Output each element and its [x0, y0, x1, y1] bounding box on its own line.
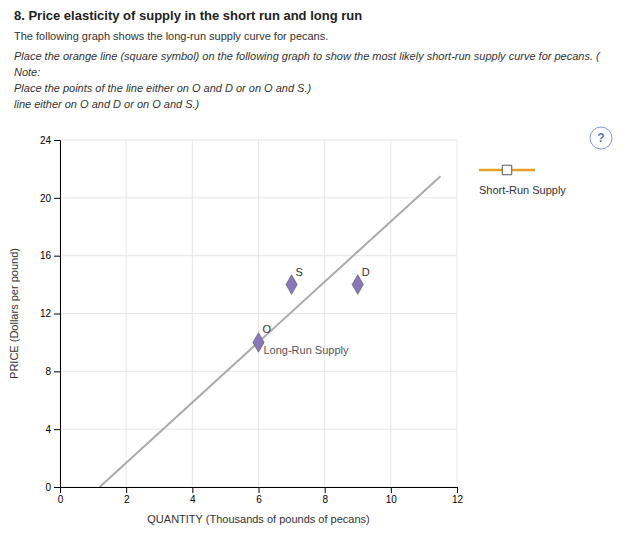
tick-label: 8 [45, 366, 51, 377]
grid-line [60, 255, 457, 256]
tick: 24 [40, 135, 60, 146]
point-label: O [263, 323, 272, 335]
tick-mark [391, 487, 392, 493]
tick: 0 [45, 482, 60, 493]
y-axis: 0 4 8 12 16 20 24 [40, 135, 61, 493]
tick: 8 [322, 487, 328, 505]
tick-mark [126, 487, 127, 493]
chart: 8. Price elasticity of supply in the sho… [0, 0, 627, 533]
tick-label: 24 [40, 135, 52, 146]
annotation: Long-Run Supply [263, 344, 349, 356]
point [253, 333, 264, 353]
instruction: Place the points of the line either on O… [14, 82, 312, 94]
text-line: Place the points of the line either on O… [14, 82, 312, 94]
tick-mark [457, 487, 458, 493]
tick-label: 16 [40, 250, 52, 261]
tick-label: 20 [40, 193, 52, 204]
tick: 12 [452, 487, 464, 505]
tick-mark [192, 487, 193, 493]
tick: 12 [40, 308, 60, 319]
tick-mark [325, 487, 326, 493]
labels: O S D Long-Run Supply [263, 266, 370, 356]
text-line: line either on O and D or on O and S.) [14, 98, 200, 110]
help-icon-label[interactable]: ? [597, 131, 604, 145]
point [286, 275, 297, 295]
x-axis: 0 2 4 6 8 10 12 [58, 487, 464, 505]
text-line: Place the orange line (square symbol) on… [14, 50, 601, 62]
x-axis-title: QUANTITY (Thousands of pounds of pecans) [147, 513, 369, 525]
point-label: D [362, 266, 370, 278]
legend: Short-Run Supply [479, 165, 566, 196]
tick-mark [54, 487, 60, 488]
instruction: Note: [14, 66, 40, 78]
tick: 4 [190, 487, 196, 505]
grid-line [60, 140, 457, 141]
subtitle: The following graph shows the long-run s… [14, 30, 328, 42]
tick: 4 [45, 424, 60, 435]
tick: 20 [40, 193, 60, 204]
marks [100, 176, 441, 487]
help-icon[interactable]: ? [590, 127, 612, 149]
tick-mark [54, 314, 60, 315]
axis-line [61, 488, 458, 494]
instruction: line either on O and D or on O and S.) [14, 98, 200, 110]
tick: 10 [386, 487, 398, 505]
tick-label: 0 [45, 482, 51, 493]
legend-item: Short-Run Supply [479, 165, 566, 196]
tick-mark [54, 371, 60, 372]
legend-marker [502, 165, 511, 174]
tick-label: 8 [322, 494, 328, 505]
tick-label: 2 [124, 494, 130, 505]
tick: 16 [40, 250, 60, 261]
tick-mark [54, 256, 60, 257]
tick-mark [54, 140, 60, 141]
text-line: 8. Price elasticity of supply in the sho… [14, 8, 362, 23]
y-axis-title: PRICE (Dollars per pound) [8, 248, 20, 379]
plot: 02468101204812162024OSDLong-Run Supply [40, 135, 464, 505]
tick: 6 [256, 487, 262, 505]
help-icon-circle[interactable] [590, 127, 612, 149]
text-line: Note: [14, 66, 40, 78]
line [100, 176, 441, 487]
text-line: The following graph shows the long-run s… [14, 30, 328, 42]
title: 8. Price elasticity of supply in the sho… [14, 8, 362, 23]
point-label: S [296, 266, 303, 278]
tick-mark [54, 198, 60, 199]
grid [60, 140, 457, 487]
tick-label: 4 [45, 424, 51, 435]
grid-line [60, 313, 457, 314]
tick-mark [259, 487, 260, 493]
point [352, 275, 363, 295]
tick: 8 [45, 366, 60, 377]
tick: 2 [124, 487, 130, 505]
axis-line [54, 141, 61, 488]
grid-line [60, 371, 457, 372]
tick-mark [54, 429, 60, 430]
tick-label: 12 [40, 308, 52, 319]
legend-label: Short-Run Supply [479, 184, 566, 196]
grid-line [60, 429, 457, 430]
tick-label: 4 [190, 494, 196, 505]
tick-label: 0 [58, 494, 64, 505]
tick-label: 6 [256, 494, 262, 505]
instruction: Place the orange line (square symbol) on… [14, 50, 601, 62]
tick-label: 12 [452, 494, 464, 505]
plot-background [60, 140, 457, 487]
tick-label: 10 [386, 494, 398, 505]
grid-line [60, 197, 457, 198]
tick: 0 [58, 487, 64, 505]
